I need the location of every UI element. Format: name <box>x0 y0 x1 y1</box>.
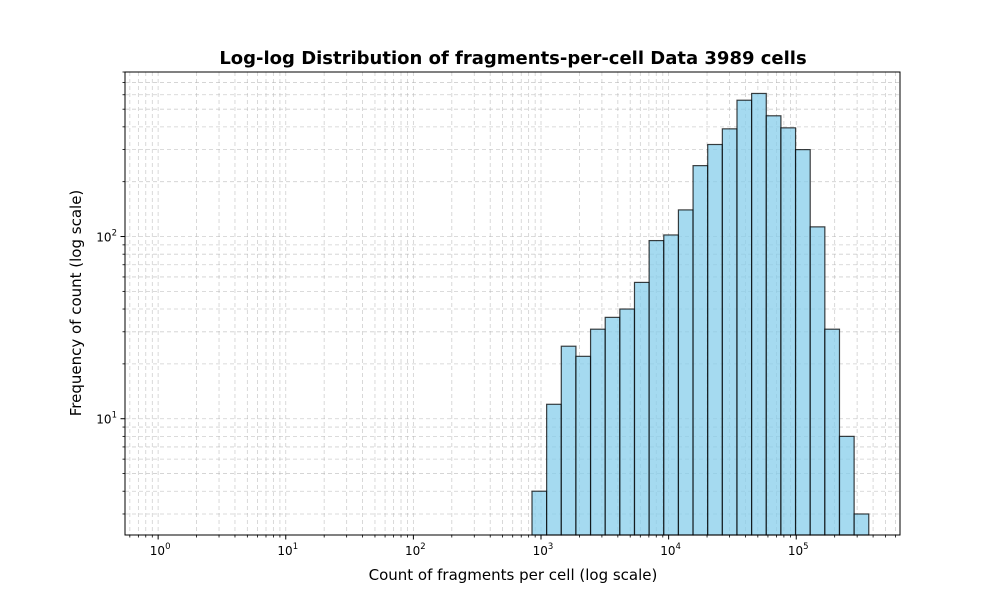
x-tick-label: 101 <box>277 542 298 558</box>
histogram-bar <box>560 345 577 536</box>
y-tick-label: 101 <box>96 411 117 427</box>
histogram-bar <box>780 127 797 536</box>
y-axis-label: Frequency of count (log scale) <box>67 190 85 417</box>
histogram-bar <box>721 128 738 536</box>
histogram-bar <box>824 328 841 536</box>
histogram-bar <box>648 239 665 536</box>
histogram-bar <box>794 149 811 536</box>
histogram-bar <box>736 99 753 536</box>
histogram-bar <box>692 165 709 536</box>
histogram-bar <box>619 308 636 536</box>
histogram-bar <box>575 355 592 536</box>
histogram-bar <box>853 513 870 536</box>
histogram-bar <box>546 403 562 536</box>
histogram-bar <box>531 490 548 536</box>
x-axis-label: Count of fragments per cell (log scale) <box>369 566 658 584</box>
histogram-bar <box>765 115 782 536</box>
histogram-bar <box>707 143 723 536</box>
histogram-bar <box>838 435 855 536</box>
histogram-bar <box>751 92 767 536</box>
x-tick-label: 100 <box>150 542 171 558</box>
histogram-bar <box>809 226 826 536</box>
histogram-bars <box>531 92 870 536</box>
histogram-bar <box>677 209 694 536</box>
histogram-bar <box>604 316 621 536</box>
histogram-bar <box>633 281 650 536</box>
x-tick-label: 104 <box>660 542 681 558</box>
x-tick-label: 103 <box>533 542 554 558</box>
histogram-bar <box>589 328 606 536</box>
chart-title: Log-log Distribution of fragments-per-ce… <box>219 48 806 69</box>
x-tick-label: 105 <box>788 542 809 558</box>
histogram-bar <box>663 234 680 536</box>
axis-ticks: 100 101 102 103 104 105 101 102 <box>96 71 896 558</box>
x-tick-label: 102 <box>405 542 426 558</box>
y-tick-label: 102 <box>96 229 117 245</box>
